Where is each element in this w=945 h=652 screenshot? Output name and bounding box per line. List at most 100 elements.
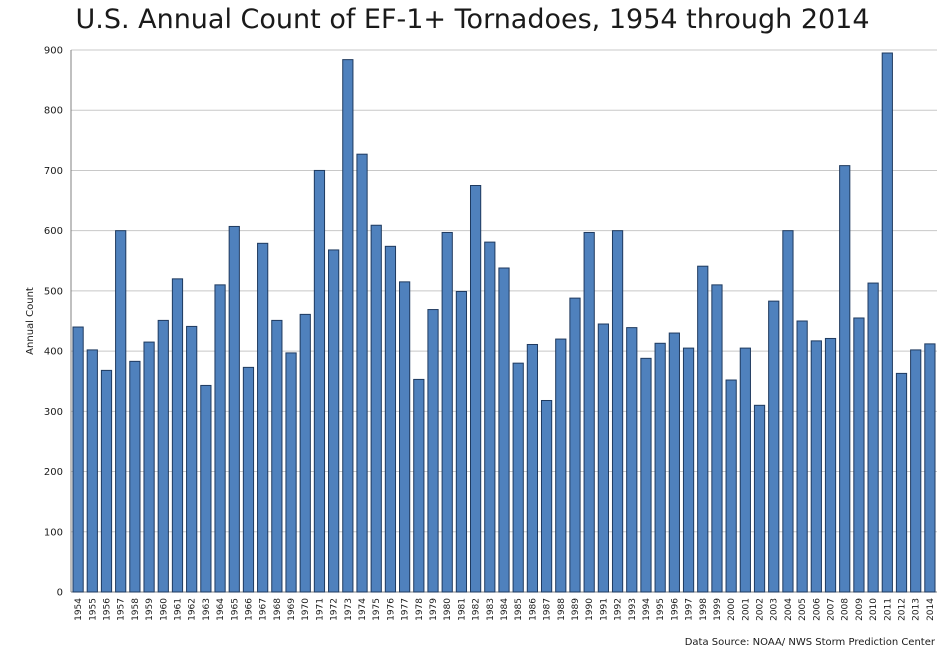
x-tick-label: 1977 — [401, 598, 411, 621]
bar-1987 — [540, 399, 553, 593]
x-tick-label: 2013 — [912, 598, 922, 621]
x-tick-label: 1960 — [159, 598, 169, 621]
x-tick-label: 1971 — [315, 598, 325, 621]
x-tick-label: 1963 — [202, 598, 212, 621]
bar-1962 — [186, 325, 198, 593]
x-tick-label: 2010 — [869, 598, 879, 621]
x-tick-label: 2012 — [898, 598, 908, 621]
x-tick-label: 2011 — [883, 598, 893, 621]
x-tick-label: 2002 — [756, 598, 766, 621]
x-tick-labels: 1954 1955 1956 1957 1958 1959 1960 1961 1962 1963… — [74, 598, 936, 621]
y-axis-label: Annual Count — [25, 287, 36, 355]
bar-1993 — [626, 327, 638, 593]
x-tick-label: 2006 — [812, 598, 822, 621]
bar-1973 — [342, 59, 354, 593]
bar-1995 — [654, 342, 666, 593]
y-tick-label: 0 — [57, 588, 63, 599]
x-tick-label: 2009 — [855, 598, 865, 621]
bar-2014 — [924, 343, 936, 593]
x-tick-label: 1993 — [628, 598, 638, 621]
x-tick-label: 1961 — [173, 598, 183, 621]
bar-1989 — [569, 297, 581, 593]
x-tick-label: 1983 — [486, 598, 496, 621]
x-tick-label: 1976 — [386, 598, 396, 621]
bar-2005 — [796, 320, 808, 593]
bar-2009 — [853, 317, 865, 593]
bar-2004 — [782, 230, 794, 593]
x-tick-label: 1969 — [287, 598, 297, 621]
x-tick-label: 2008 — [841, 598, 851, 621]
bar-1990 — [583, 231, 595, 593]
y-tick-label: 600 — [44, 226, 63, 237]
bar-1986 — [526, 343, 539, 593]
bar-1970 — [299, 313, 311, 593]
bar-2008 — [839, 165, 851, 593]
x-tick-label: 1986 — [528, 598, 538, 621]
bar-1959 — [143, 341, 155, 593]
bar-2001 — [739, 347, 751, 593]
x-tick-label: 1981 — [457, 598, 467, 621]
bar-1954 — [72, 326, 84, 593]
x-tick-label: 1992 — [614, 598, 624, 621]
bar-1965 — [228, 225, 240, 593]
x-tick-label: 1956 — [102, 598, 112, 621]
x-tick-label: 1989 — [571, 598, 581, 621]
bar-1996 — [668, 332, 680, 593]
bar-2010 — [867, 282, 879, 593]
bar-1981 — [455, 290, 468, 593]
x-tick-label: 2000 — [727, 598, 737, 621]
bar-2002 — [753, 404, 766, 593]
bar-1976 — [384, 245, 397, 593]
bar-2006 — [810, 340, 822, 593]
bar-1963 — [200, 384, 212, 593]
bar-2012 — [895, 372, 908, 593]
x-tick-label: 1966 — [244, 598, 254, 621]
x-tick-label: 1994 — [642, 598, 652, 621]
x-tick-label: 1982 — [472, 598, 482, 621]
x-tick-label: 1962 — [188, 598, 198, 621]
x-tick-label: 2005 — [798, 598, 808, 621]
bar-2003 — [768, 300, 780, 593]
bar-2007 — [824, 337, 837, 593]
x-tick-label: 1954 — [74, 598, 84, 621]
x-tick-label: 1998 — [699, 598, 709, 621]
x-tick-label: 1955 — [88, 598, 98, 621]
bar-1991 — [597, 323, 609, 593]
x-tick-label: 1984 — [500, 598, 510, 621]
y-tick-label: 300 — [44, 407, 63, 418]
bar-1997 — [682, 347, 695, 593]
x-tick-label: 1965 — [230, 598, 240, 621]
y-tick-label: 100 — [44, 527, 63, 538]
chart-title: U.S. Annual Count of EF-1+ Tornadoes, 19… — [75, 4, 870, 35]
x-tick-label: 1957 — [117, 598, 127, 621]
bar-1992 — [611, 230, 624, 593]
bar-1974 — [356, 153, 368, 593]
x-tick-label: 2001 — [741, 598, 751, 621]
bar-1961 — [171, 278, 184, 593]
bar-1984 — [498, 267, 510, 593]
y-tick-label: 200 — [44, 467, 63, 478]
x-tick-label: 1995 — [656, 598, 666, 621]
y-tick-labels: 0 100 200 300 400 500 600 700 800 900 — [44, 46, 63, 599]
x-tick-label: 1959 — [145, 598, 155, 621]
x-tick-label: 1958 — [131, 598, 141, 621]
bar-1969 — [285, 352, 297, 593]
x-tick-label: 2003 — [770, 598, 780, 621]
x-tick-label: 1985 — [514, 598, 524, 621]
bar-1958 — [129, 360, 141, 593]
bar-1966 — [242, 366, 255, 593]
bar-2013 — [910, 349, 922, 593]
bar-1972 — [328, 249, 340, 593]
bar-2011 — [881, 52, 893, 593]
bar-1977 — [399, 281, 411, 593]
x-tick-label: 1964 — [216, 598, 226, 621]
bar-1960 — [157, 319, 169, 593]
x-tick-label: 1991 — [599, 598, 609, 621]
x-tick-label: 2007 — [827, 598, 837, 621]
bar-1967 — [257, 242, 269, 593]
x-tick-label: 1979 — [429, 598, 439, 621]
bar-1971 — [313, 169, 326, 593]
y-tick-label: 700 — [44, 166, 63, 177]
bar-1998 — [697, 265, 709, 593]
